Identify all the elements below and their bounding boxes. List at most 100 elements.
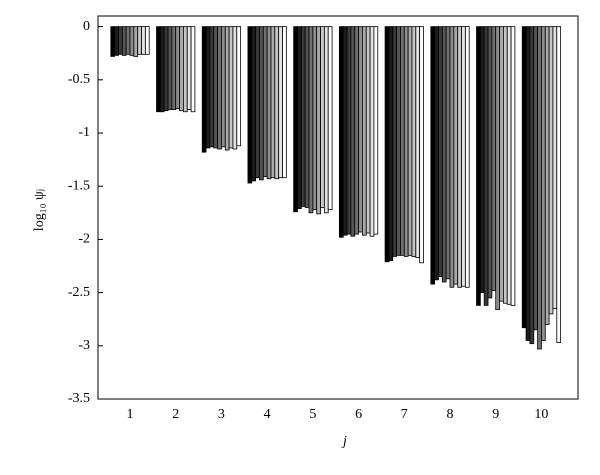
x-tick-label: 10: [534, 407, 548, 422]
bar: [483, 26, 489, 306]
bar: [217, 26, 222, 150]
bar: [118, 26, 123, 55]
x-axis-label: j: [341, 434, 347, 449]
bar: [259, 26, 264, 181]
bar: [479, 26, 485, 294]
bar: [521, 26, 527, 329]
bar: [342, 26, 348, 236]
y-tick-label: -3: [78, 338, 90, 353]
bar: [487, 26, 493, 299]
bar: [270, 26, 276, 179]
bar: [179, 26, 184, 112]
bar: [354, 26, 359, 235]
bar: [163, 26, 169, 112]
bar: [415, 26, 421, 258]
bar: [411, 26, 417, 257]
bar: [209, 26, 215, 148]
bar: [544, 26, 550, 325]
bar: [312, 26, 318, 211]
bar: [255, 26, 260, 179]
bar: [499, 26, 504, 302]
bar: [213, 26, 218, 149]
bar: [278, 26, 283, 179]
bar: [438, 26, 443, 278]
bar: [274, 26, 280, 180]
bar: [300, 26, 306, 207]
bar: [388, 26, 394, 262]
bar: [304, 26, 310, 208]
y-tick-label: -3.5: [68, 391, 90, 406]
bar: [224, 26, 230, 151]
bar: [327, 26, 333, 211]
x-tick-label: 9: [492, 407, 499, 422]
x-tick-label: 2: [172, 407, 179, 422]
bar: [236, 26, 242, 147]
bar: [186, 26, 192, 111]
bar: [133, 26, 139, 57]
bar: [282, 26, 287, 179]
x-tick-label: 1: [127, 407, 134, 422]
bar: [533, 26, 538, 331]
bar: [491, 26, 497, 291]
y-tick-label: -1: [78, 125, 90, 140]
bar: [453, 26, 459, 285]
bar: [362, 26, 367, 236]
bar: [369, 26, 375, 237]
bar: [464, 26, 470, 288]
bar: [137, 26, 142, 55]
bar: [441, 26, 447, 283]
x-tick-label: 4: [264, 407, 271, 422]
bar: [251, 26, 257, 182]
y-axis-label: log₁₀ ψⱼ: [32, 189, 47, 231]
bar: [156, 26, 161, 113]
x-tick-label: 7: [401, 407, 408, 422]
bar: [205, 26, 211, 149]
bar: [400, 26, 405, 256]
bar: [396, 26, 401, 256]
bar: [171, 26, 177, 111]
bar: [392, 26, 398, 257]
bar: [121, 26, 127, 56]
bar: [266, 26, 272, 180]
bar: [297, 26, 302, 209]
bar: [552, 26, 558, 309]
bar: [556, 26, 562, 344]
bar: [430, 26, 436, 285]
y-tick-label: -2.5: [68, 285, 90, 300]
bar: [221, 26, 226, 148]
bar: [434, 26, 439, 281]
x-tick-label: 3: [218, 407, 225, 422]
bar: [262, 26, 268, 178]
bar: [350, 26, 356, 237]
bar: [293, 26, 298, 213]
bar: [167, 26, 173, 111]
bar: [125, 26, 131, 55]
bar: [175, 26, 180, 109]
y-tick-label: -0.5: [68, 72, 90, 87]
bar: [346, 26, 352, 235]
bar: [445, 26, 451, 280]
y-tick-label: -2: [78, 232, 90, 247]
bar: [384, 26, 390, 263]
bar: [110, 26, 116, 57]
bar: [159, 26, 165, 113]
bar: [201, 26, 207, 153]
bar: [228, 26, 234, 149]
bar: [144, 26, 150, 55]
bar: [457, 26, 462, 288]
bar: [373, 26, 379, 235]
bar: [320, 26, 325, 208]
bar: [129, 26, 135, 56]
bar: [247, 26, 253, 184]
bar: [316, 26, 321, 215]
plot-frame: [97, 15, 579, 400]
bar: [495, 26, 500, 311]
bar: [403, 26, 409, 257]
bar: [506, 26, 512, 305]
bar: [537, 26, 542, 350]
bar: [525, 26, 531, 341]
bar: [190, 26, 196, 113]
bar: [114, 26, 119, 56]
